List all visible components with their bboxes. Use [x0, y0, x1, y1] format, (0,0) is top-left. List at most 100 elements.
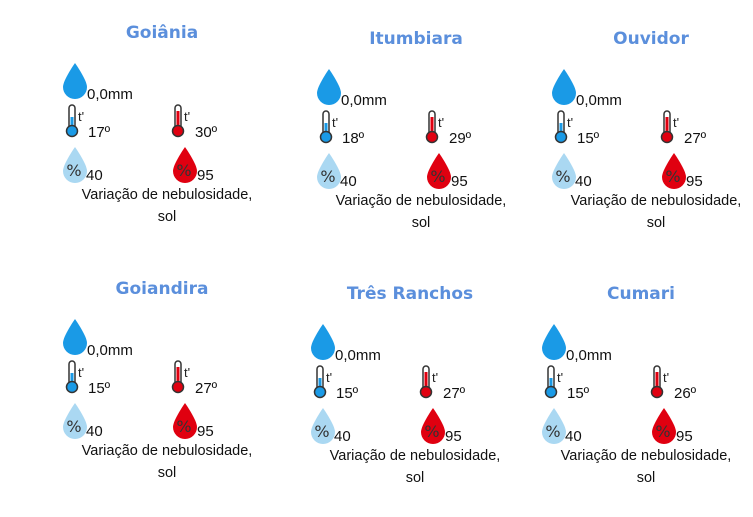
temp-symbol: t': [557, 370, 564, 385]
thermometer-cold-icon: [319, 110, 333, 149]
description-line-1: Variação de nebulosidade,: [570, 193, 742, 209]
weather-description: Variação de nebulosidade, sol: [316, 190, 526, 234]
weather-description: Variação de nebulosidade, sol: [541, 445, 751, 489]
city-card: Goiânia 0,0mm t' 17º t' 30º % 40 % 95 Va…: [62, 23, 302, 256]
humidity-high-icon: %: [172, 402, 198, 445]
city-title: Goiandira: [115, 279, 209, 299]
svg-text:%: %: [555, 167, 570, 186]
svg-text:%: %: [176, 417, 191, 436]
description-line-2: sol: [411, 215, 431, 231]
thermometer-hot-icon: [660, 110, 674, 149]
max-humidity: 95: [197, 423, 214, 440]
temp-symbol: t': [663, 370, 670, 385]
min-humidity: 40: [575, 173, 592, 190]
thermometer-hot-icon: [650, 365, 664, 404]
city-title: Itumbiara: [369, 29, 463, 49]
svg-text:%: %: [545, 422, 560, 441]
humidity-low-icon: %: [316, 152, 342, 195]
max-temp: 27º: [195, 380, 218, 397]
min-humidity: 40: [86, 423, 103, 440]
humidity-high-icon: %: [420, 407, 446, 450]
svg-text:%: %: [176, 161, 191, 180]
thermometer-cold-icon: [65, 360, 79, 399]
description-line-2: sol: [405, 470, 425, 486]
humidity-high-icon: %: [661, 152, 687, 195]
description-line-1: Variação de nebulosidade,: [335, 193, 507, 209]
svg-text:%: %: [655, 422, 670, 441]
min-humidity: 40: [340, 173, 357, 190]
max-temp: 26º: [674, 385, 697, 402]
svg-text:%: %: [424, 422, 439, 441]
humidity-low-icon: %: [541, 407, 567, 450]
temp-symbol: t': [673, 115, 680, 130]
min-temp: 15º: [336, 385, 359, 402]
max-temp: 29º: [449, 130, 472, 147]
thermometer-hot-icon: [425, 110, 439, 149]
rainfall-value: 0,0mm: [341, 92, 387, 109]
weather-description: Variação de nebulosidade, sol: [551, 190, 753, 234]
svg-text:%: %: [320, 167, 335, 186]
city-title: Goiânia: [125, 23, 199, 43]
temp-symbol: t': [326, 370, 333, 385]
thermometer-hot-icon: [419, 365, 433, 404]
rainfall-value: 0,0mm: [87, 342, 133, 359]
svg-text:%: %: [314, 422, 329, 441]
city-card: Três Ranchos 0,0mm t' 15º t' 27º % 40 % …: [310, 284, 550, 517]
rain-drop-icon: [551, 68, 577, 111]
svg-text:%: %: [66, 417, 81, 436]
humidity-high-icon: %: [651, 407, 677, 450]
description-line-1: Variação de nebulosidade,: [81, 443, 253, 459]
humidity-low-icon: %: [310, 407, 336, 450]
city-card: Goiandira 0,0mm t' 15º t' 27º % 40 % 95 …: [62, 279, 302, 512]
min-humidity: 40: [565, 428, 582, 445]
thermometer-hot-icon: [171, 360, 185, 399]
max-humidity: 95: [445, 428, 462, 445]
max-humidity: 95: [197, 167, 214, 184]
temp-symbol: t': [78, 365, 85, 380]
description-line-1: Variação de nebulosidade,: [81, 187, 253, 203]
temp-symbol: t': [567, 115, 574, 130]
min-humidity: 40: [334, 428, 351, 445]
rain-drop-icon: [62, 62, 88, 105]
city-card: Cumari 0,0mm t' 15º t' 26º % 40 % 95 Var…: [541, 284, 753, 517]
min-temp: 18º: [342, 130, 365, 147]
rainfall-value: 0,0mm: [87, 86, 133, 103]
rainfall-value: 0,0mm: [566, 347, 612, 364]
rainfall-value: 0,0mm: [335, 347, 381, 364]
humidity-high-icon: %: [426, 152, 452, 195]
thermometer-cold-icon: [554, 110, 568, 149]
max-humidity: 95: [686, 173, 703, 190]
max-humidity: 95: [451, 173, 468, 190]
humidity-low-icon: %: [62, 146, 88, 189]
description-line-2: sol: [157, 465, 177, 481]
max-temp: 27º: [443, 385, 466, 402]
min-humidity: 40: [86, 167, 103, 184]
thermometer-cold-icon: [313, 365, 327, 404]
svg-text:%: %: [665, 167, 680, 186]
thermometer-cold-icon: [544, 365, 558, 404]
city-title: Ouvidor: [613, 29, 689, 49]
weather-description: Variação de nebulosidade, sol: [62, 440, 272, 484]
rain-drop-icon: [310, 323, 336, 366]
rainfall-value: 0,0mm: [576, 92, 622, 109]
thermometer-hot-icon: [171, 104, 185, 143]
svg-text:%: %: [430, 167, 445, 186]
temp-symbol: t': [438, 115, 445, 130]
description-line-2: sol: [157, 209, 177, 225]
weather-description: Variação de nebulosidade, sol: [62, 184, 272, 228]
humidity-low-icon: %: [62, 402, 88, 445]
rain-drop-icon: [541, 323, 567, 366]
thermometer-cold-icon: [65, 104, 79, 143]
weather-description: Variação de nebulosidade, sol: [310, 445, 520, 489]
min-temp: 17º: [88, 124, 111, 141]
min-temp: 15º: [577, 130, 600, 147]
temp-symbol: t': [78, 109, 85, 124]
rain-drop-icon: [62, 318, 88, 361]
description-line-2: sol: [646, 215, 666, 231]
max-temp: 27º: [684, 130, 707, 147]
temp-symbol: t': [184, 109, 191, 124]
city-card: Ouvidor 0,0mm t' 15º t' 27º % 40 % 95 Va…: [551, 29, 753, 262]
temp-symbol: t': [432, 370, 439, 385]
temp-symbol: t': [332, 115, 339, 130]
description-line-1: Variação de nebulosidade,: [560, 448, 732, 464]
